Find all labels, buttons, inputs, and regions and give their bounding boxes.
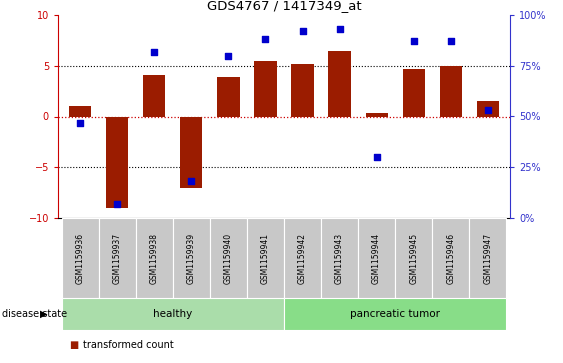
Point <box>113 201 122 207</box>
Bar <box>284 298 506 330</box>
Point <box>409 38 418 44</box>
Bar <box>432 218 469 298</box>
Bar <box>62 218 99 298</box>
Text: GSM1159944: GSM1159944 <box>372 232 381 284</box>
Point <box>483 107 492 113</box>
Bar <box>477 101 499 117</box>
Bar <box>210 218 247 298</box>
Bar <box>395 218 432 298</box>
Text: GSM1159939: GSM1159939 <box>187 232 196 284</box>
Text: disease state: disease state <box>2 309 67 319</box>
Bar <box>469 218 506 298</box>
Text: healthy: healthy <box>153 309 193 319</box>
Bar <box>403 69 425 117</box>
Point <box>261 36 270 42</box>
Bar <box>328 50 351 117</box>
Point <box>150 49 159 54</box>
Text: GSM1159945: GSM1159945 <box>409 232 418 284</box>
Bar <box>365 114 388 117</box>
Bar <box>106 117 128 208</box>
Point <box>372 154 381 160</box>
Bar <box>143 75 166 117</box>
Text: pancreatic tumor: pancreatic tumor <box>350 309 440 319</box>
Text: GSM1159936: GSM1159936 <box>76 232 84 284</box>
Bar <box>217 77 239 117</box>
Text: transformed count: transformed count <box>83 339 174 350</box>
Text: GSM1159943: GSM1159943 <box>335 232 344 284</box>
Point <box>335 26 344 32</box>
Bar <box>321 218 358 298</box>
Bar <box>440 66 462 117</box>
Text: ▶: ▶ <box>40 309 48 319</box>
Text: GSM1159937: GSM1159937 <box>113 232 122 284</box>
Title: GDS4767 / 1417349_at: GDS4767 / 1417349_at <box>207 0 361 12</box>
Bar <box>247 218 284 298</box>
Text: GSM1159946: GSM1159946 <box>446 232 455 284</box>
Text: GSM1159938: GSM1159938 <box>150 232 159 284</box>
Point <box>224 53 233 58</box>
Point <box>76 120 85 126</box>
Bar <box>284 218 321 298</box>
Text: GSM1159947: GSM1159947 <box>483 232 492 284</box>
Point <box>187 179 196 184</box>
Bar <box>292 64 314 117</box>
Bar <box>358 218 395 298</box>
Text: GSM1159942: GSM1159942 <box>298 232 307 284</box>
Bar <box>69 106 91 117</box>
Bar <box>62 298 284 330</box>
Bar <box>136 218 173 298</box>
Bar <box>173 218 210 298</box>
Bar <box>254 61 276 117</box>
Point <box>446 38 455 44</box>
Text: GSM1159940: GSM1159940 <box>224 232 233 284</box>
Text: GSM1159941: GSM1159941 <box>261 232 270 284</box>
Bar <box>99 218 136 298</box>
Point <box>298 28 307 34</box>
Text: ■: ■ <box>69 339 78 350</box>
Bar <box>180 117 203 188</box>
